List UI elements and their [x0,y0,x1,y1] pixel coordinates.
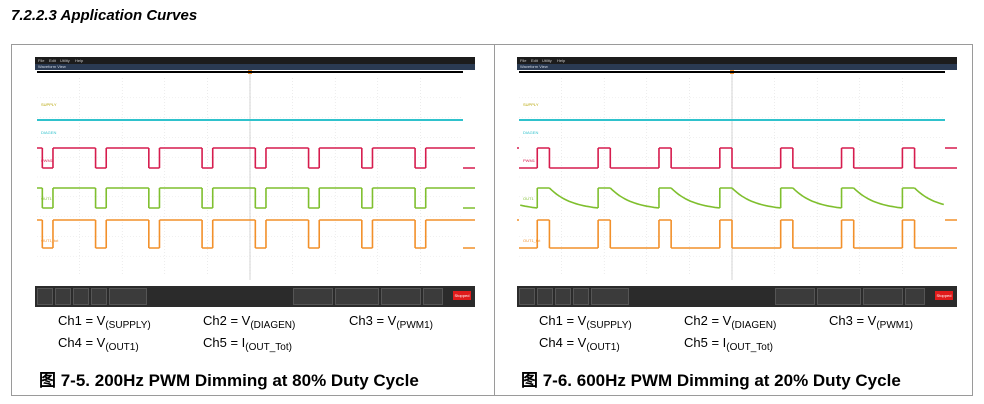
scope-menu-bar: File Edit Utility Help [517,57,957,64]
menu-help: Help [75,58,84,63]
status-acquisition [335,288,379,305]
scope-status-bar: Stopped [35,286,475,307]
trace-label-pwm1: PWM1 [523,158,536,163]
status-mode [423,288,443,305]
scope-screenshot: File Edit Utility Help Waveform View SUP… [35,57,475,307]
channel-label-ch1: Ch1 = V(SUPPLY) [58,313,151,331]
figure-caption: 图 7-6. 600Hz PWM Dimming at 20% Duty Cyc… [521,371,901,390]
trace-label-supply: SUPPLY [41,102,57,107]
channel-label-ch5: Ch5 = I(OUT_Tot) [203,335,292,353]
channel-label-ch3: Ch3 = V(PWM1) [829,313,914,331]
channel-label-ch3: Ch3 = V(PWM1) [349,313,434,331]
trace-pwm1 [517,147,957,169]
scope-view-bar: Waveform View [517,64,957,70]
menu-utility: Utility [542,58,552,63]
status-ch3 [555,288,571,305]
trace-label-supply: SUPPLY [523,102,539,107]
view-label: Waveform View [520,64,548,69]
channel-label-ch5: Ch5 = I(OUT_Tot) [684,335,773,353]
menu-utility: Utility [60,58,70,63]
trace-out1 [520,187,945,209]
menu-file: File [38,58,45,63]
waveform-plot: SUPPLY DIAGEN PWM1 OUT1 OUT1_tot [517,70,957,286]
trace-label-diagen: DIAGEN [523,130,538,135]
figure-cell-7-6: File Edit Utility Help Waveform View SUP… [495,45,972,395]
trace-label-diagen: DIAGEN [41,130,56,135]
channel-label-ch2: Ch2 = V(DIAGEN) [684,313,777,331]
status-horizontal [293,288,333,305]
channel-label-ch2: Ch2 = V(DIAGEN) [203,313,296,331]
waveform-plot: SUPPLY DIAGEN PWM1 OUT1 OUT1_tot [35,70,475,286]
trace-label-iout: OUT1_tot [41,238,59,243]
stopped-button: Stopped [453,291,471,300]
status-ch5 [591,288,629,305]
waveform-svg: SUPPLY DIAGEN PWM1 OUT1 OUT1_tot [37,70,475,280]
figure-table: File Edit Utility Help Waveform View SUP… [11,44,973,396]
menu-file: File [520,58,527,63]
trace-out1 [37,187,475,209]
section-title: 7.2.2.3 Application Curves [11,7,198,24]
status-mode [905,288,925,305]
trace-iout [517,219,957,249]
channel-label-ch4: Ch4 = V(OUT1) [58,335,139,353]
scope-status-bar: Stopped [517,286,957,307]
trace-label-pwm1: PWM1 [41,158,54,163]
scope-view-bar: Waveform View [35,64,475,70]
channel-label-ch1: Ch1 = V(SUPPLY) [539,313,632,331]
status-ch1 [37,288,53,305]
status-ch1 [519,288,535,305]
stopped-button: Stopped [935,291,953,300]
status-ch2 [55,288,71,305]
status-ch3 [73,288,89,305]
channel-label-ch4: Ch4 = V(OUT1) [539,335,620,353]
status-ch4 [573,288,589,305]
waveform-svg: SUPPLY DIAGEN PWM1 OUT1 OUT1_tot [517,70,957,280]
menu-edit: Edit [49,58,56,63]
figure-caption: 图 7-5. 200Hz PWM Dimming at 80% Duty Cyc… [39,371,419,390]
trace-label-iout: OUT1_tot [523,238,541,243]
trace-label-out1: OUT1 [41,196,52,201]
view-label: Waveform View [38,64,66,69]
trace-iout [37,219,475,249]
status-acquisition [817,288,861,305]
status-ch4 [91,288,107,305]
status-horizontal [775,288,815,305]
status-trigger [863,288,903,305]
status-ch5 [109,288,147,305]
menu-edit: Edit [531,58,538,63]
trace-label-out1: OUT1 [523,196,534,201]
status-trigger [381,288,421,305]
figure-cell-7-5: File Edit Utility Help Waveform View SUP… [12,45,495,395]
status-ch2 [537,288,553,305]
trace-pwm1 [37,147,475,169]
menu-help: Help [557,58,566,63]
scope-screenshot: File Edit Utility Help Waveform View SUP… [517,57,957,307]
scope-menu-bar: File Edit Utility Help [35,57,475,64]
